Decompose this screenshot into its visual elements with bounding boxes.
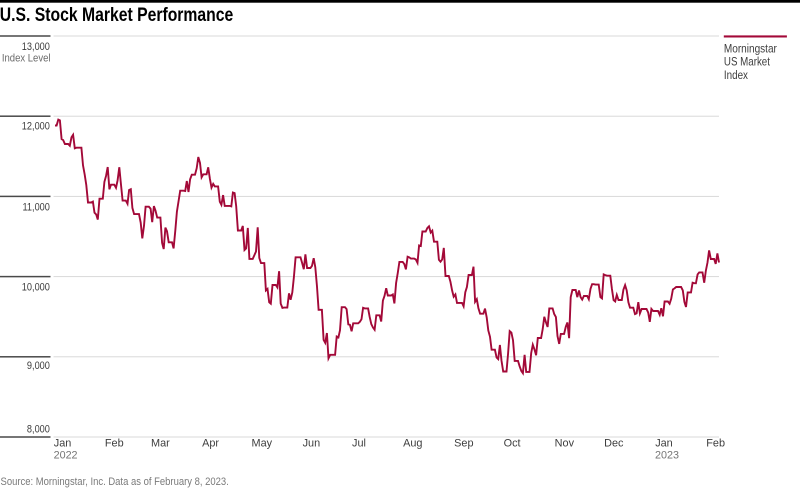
svg-text:Morningstar: Morningstar: [724, 42, 777, 55]
svg-text:U.S. Stock Market Performance: U.S. Stock Market Performance: [0, 4, 234, 26]
svg-text:12,000: 12,000: [22, 121, 50, 133]
svg-text:Dec: Dec: [604, 437, 624, 449]
svg-text:2023: 2023: [655, 449, 679, 461]
svg-text:Index Level: Index Level: [2, 53, 51, 65]
svg-text:11,000: 11,000: [22, 202, 50, 214]
svg-text:May: May: [252, 437, 273, 449]
svg-text:Oct: Oct: [504, 437, 521, 449]
svg-text:Sep: Sep: [454, 437, 473, 449]
svg-text:Apr: Apr: [202, 437, 219, 449]
svg-text:8,000: 8,000: [27, 424, 50, 436]
svg-text:9,000: 9,000: [27, 360, 50, 372]
svg-text:Source: Morningstar, Inc. Data: Source: Morningstar, Inc. Data as of Feb…: [1, 477, 229, 489]
svg-text:10,000: 10,000: [22, 282, 50, 294]
svg-text:Jun: Jun: [303, 437, 321, 449]
svg-text:Jan: Jan: [54, 437, 72, 449]
svg-text:Mar: Mar: [151, 437, 170, 449]
svg-text:Feb: Feb: [105, 437, 124, 449]
svg-text:Nov: Nov: [555, 437, 575, 449]
svg-text:Feb: Feb: [706, 437, 725, 449]
svg-text:2022: 2022: [54, 449, 78, 461]
svg-text:Aug: Aug: [403, 437, 422, 449]
svg-text:Jul: Jul: [352, 437, 366, 449]
svg-text:Jan: Jan: [655, 437, 673, 449]
svg-text:Index: Index: [724, 69, 748, 82]
svg-text:US Market: US Market: [724, 55, 770, 68]
svg-text:13,000: 13,000: [22, 41, 50, 53]
